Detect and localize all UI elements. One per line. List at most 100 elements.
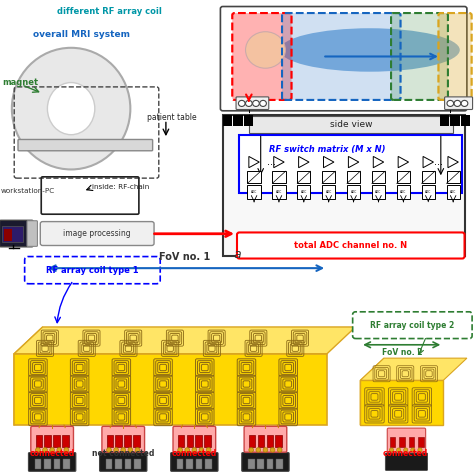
Bar	[397, 185, 410, 199]
Bar	[249, 116, 453, 133]
Bar	[248, 459, 255, 469]
FancyBboxPatch shape	[173, 426, 216, 452]
FancyBboxPatch shape	[25, 256, 160, 284]
FancyBboxPatch shape	[385, 453, 428, 470]
Bar	[107, 435, 113, 447]
Text: different RF array coil: different RF array coil	[56, 7, 162, 16]
Polygon shape	[448, 156, 458, 168]
FancyBboxPatch shape	[2, 227, 23, 243]
Bar	[272, 185, 285, 199]
Bar	[116, 435, 122, 447]
Circle shape	[199, 448, 204, 452]
Text: magnet: magnet	[2, 78, 38, 87]
Circle shape	[246, 32, 285, 68]
Bar	[196, 459, 202, 469]
Circle shape	[135, 448, 140, 452]
Bar	[447, 185, 460, 199]
Text: RF switch matrix (M x N): RF switch matrix (M x N)	[269, 146, 385, 155]
Polygon shape	[14, 327, 356, 354]
Circle shape	[447, 100, 454, 107]
Circle shape	[270, 448, 275, 452]
Bar	[177, 459, 183, 469]
FancyBboxPatch shape	[244, 426, 287, 452]
FancyBboxPatch shape	[100, 453, 147, 471]
Circle shape	[461, 100, 468, 107]
Bar	[397, 171, 410, 183]
Bar	[276, 459, 283, 469]
Bar	[53, 435, 60, 447]
FancyBboxPatch shape	[391, 13, 448, 100]
FancyBboxPatch shape	[220, 7, 467, 111]
Text: FoV no. 2: FoV no. 2	[382, 348, 422, 357]
Bar	[62, 435, 69, 447]
Bar	[418, 438, 424, 447]
Bar	[257, 459, 264, 469]
FancyBboxPatch shape	[40, 222, 154, 246]
FancyBboxPatch shape	[31, 426, 73, 452]
Bar	[125, 459, 131, 469]
Bar	[399, 438, 405, 447]
Bar	[178, 435, 184, 447]
FancyBboxPatch shape	[353, 312, 472, 338]
Bar	[247, 171, 261, 183]
Bar	[204, 435, 211, 447]
Bar	[35, 459, 41, 469]
Bar	[440, 115, 449, 126]
Circle shape	[260, 100, 266, 107]
FancyBboxPatch shape	[102, 426, 145, 452]
Circle shape	[418, 448, 422, 452]
Circle shape	[43, 448, 47, 452]
Bar	[390, 438, 395, 447]
Bar	[297, 185, 310, 199]
Circle shape	[263, 448, 268, 452]
Bar	[233, 115, 243, 126]
Polygon shape	[323, 156, 334, 168]
Ellipse shape	[12, 48, 130, 170]
Circle shape	[410, 448, 415, 452]
Circle shape	[206, 448, 211, 452]
Bar	[447, 171, 460, 183]
Bar	[322, 185, 336, 199]
Text: ADC: ADC	[301, 190, 307, 194]
FancyBboxPatch shape	[27, 221, 37, 246]
FancyBboxPatch shape	[239, 135, 462, 193]
Ellipse shape	[47, 82, 95, 135]
Circle shape	[128, 448, 133, 452]
Bar	[54, 459, 60, 469]
Bar	[422, 185, 435, 199]
Bar	[422, 171, 435, 183]
Ellipse shape	[280, 28, 460, 72]
Bar	[205, 459, 212, 469]
Bar	[124, 435, 131, 447]
Text: connected: connected	[383, 449, 428, 458]
Text: FoV no. 1: FoV no. 1	[159, 252, 210, 263]
Circle shape	[57, 448, 62, 452]
Text: connected: connected	[29, 449, 75, 458]
FancyBboxPatch shape	[0, 220, 33, 247]
Bar	[106, 459, 112, 469]
Bar	[461, 115, 470, 126]
Bar	[63, 459, 70, 469]
FancyBboxPatch shape	[236, 97, 269, 109]
FancyBboxPatch shape	[171, 453, 218, 471]
Text: overall MRI system: overall MRI system	[33, 30, 130, 39]
Text: ...: ...	[434, 157, 443, 167]
Bar	[36, 435, 42, 447]
Polygon shape	[14, 327, 43, 425]
Bar	[223, 115, 232, 126]
Circle shape	[249, 448, 254, 452]
Text: inside: RF-chain: inside: RF-chain	[92, 184, 150, 190]
Bar	[187, 435, 193, 447]
Text: side view: side view	[329, 120, 372, 129]
FancyBboxPatch shape	[237, 232, 465, 258]
Text: ADC: ADC	[450, 190, 456, 194]
Text: ADC: ADC	[425, 190, 431, 194]
Text: ADC: ADC	[276, 190, 282, 194]
Circle shape	[50, 448, 55, 452]
Text: RF array coil type 1: RF array coil type 1	[46, 266, 139, 275]
FancyBboxPatch shape	[387, 428, 426, 452]
Text: image processing: image processing	[64, 229, 131, 238]
Circle shape	[454, 100, 461, 107]
FancyBboxPatch shape	[223, 115, 465, 256]
Bar	[297, 171, 310, 183]
